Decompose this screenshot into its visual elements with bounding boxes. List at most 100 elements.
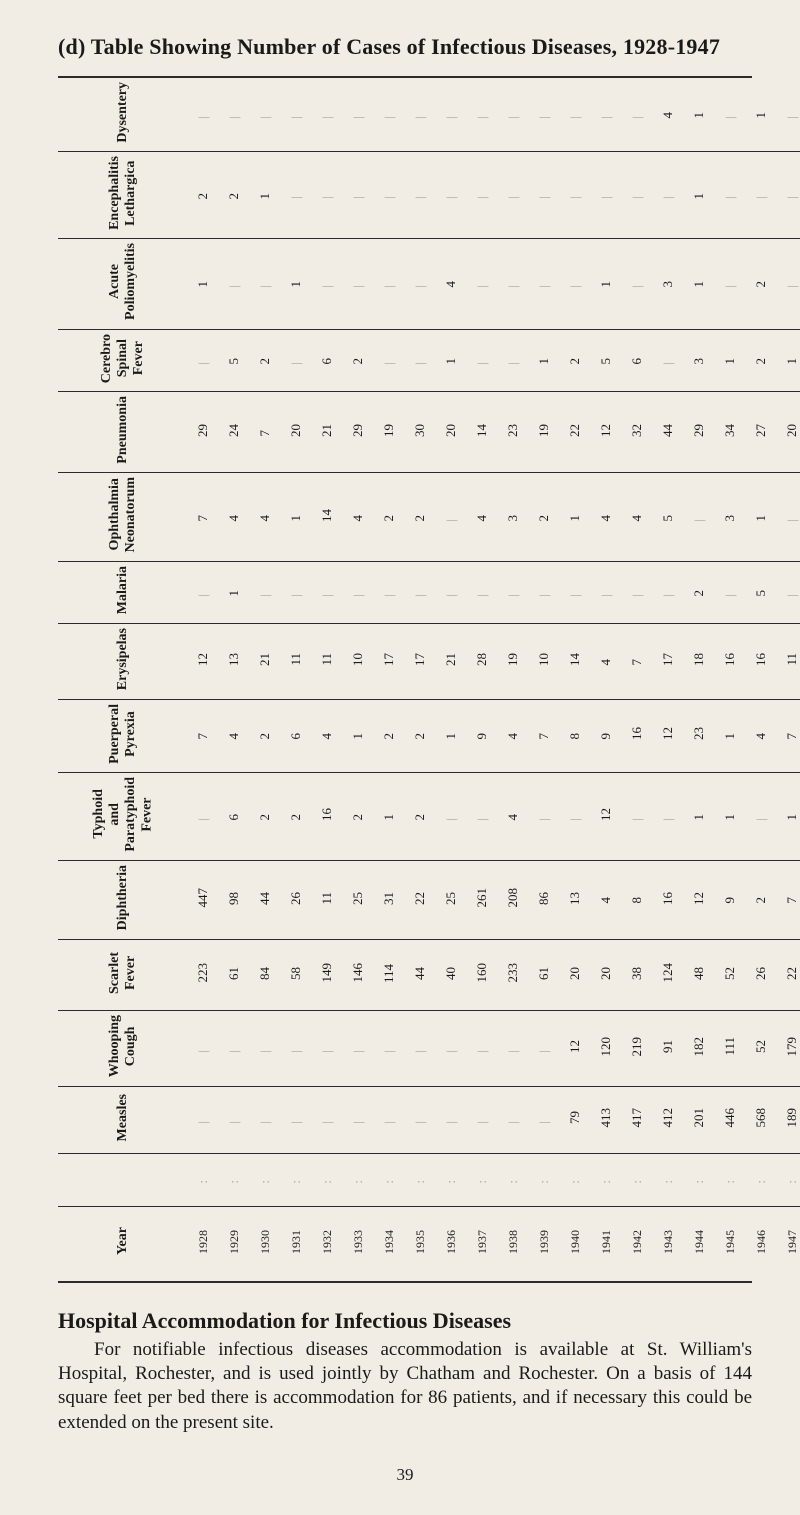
- year-cell: 1931: [281, 1206, 312, 1281]
- table-cell: 417: [622, 1086, 653, 1153]
- table-cell: |: [498, 1010, 529, 1086]
- table-cell: 61: [219, 939, 250, 1010]
- table-cell: 1: [436, 329, 467, 392]
- table-cell: 16: [715, 623, 746, 699]
- table-cell: |: [498, 329, 529, 392]
- table-cell: |: [498, 152, 529, 239]
- table-cell: |: [374, 239, 405, 329]
- table-cell: 124: [653, 939, 684, 1010]
- table-cell: 4: [343, 473, 374, 562]
- table-cell: 20: [281, 392, 312, 473]
- table-body: Dysentery|||||||||||||||41|1|Encephaliti…: [58, 78, 800, 1281]
- table-cell: 146: [343, 939, 374, 1010]
- cases-table: Dysentery|||||||||||||||41|1|Encephaliti…: [58, 78, 800, 1281]
- table-cell: 11: [281, 623, 312, 699]
- year-cell: 1928: [188, 1206, 219, 1281]
- table-cell: 219: [622, 1010, 653, 1086]
- table-cell: 7: [777, 860, 800, 939]
- table-cell: 12: [684, 860, 715, 939]
- table-cell: 2: [374, 473, 405, 562]
- year-cell: 1935: [405, 1206, 436, 1281]
- table-cell: |: [343, 1010, 374, 1086]
- table-cell: |: [529, 562, 560, 624]
- table-cell: 2: [219, 152, 250, 239]
- table-cell: 4: [498, 772, 529, 860]
- table-cell: |: [777, 152, 800, 239]
- table-cell: 5: [219, 329, 250, 392]
- table-cell: |: [188, 1086, 219, 1153]
- table-cell: |: [560, 239, 591, 329]
- table-cell: |: [312, 1010, 343, 1086]
- table-cell: 22: [777, 939, 800, 1010]
- table-cell: 1: [281, 239, 312, 329]
- year-cell: 1940: [560, 1206, 591, 1281]
- table-cell: 4: [746, 699, 777, 772]
- table-cell: 111: [715, 1010, 746, 1086]
- table-cell: 1: [529, 329, 560, 392]
- table-cell: 1: [746, 78, 777, 152]
- table-cell: |: [405, 239, 436, 329]
- row-header: Encephalitis Lethargica: [58, 152, 188, 239]
- table-cell: 44: [653, 392, 684, 473]
- table-container: Dysentery|||||||||||||||41|1|Encephaliti…: [58, 76, 752, 1283]
- table-cell: 7: [622, 623, 653, 699]
- table-cell: |: [188, 562, 219, 624]
- table-cell: 1: [374, 772, 405, 860]
- table-row: Dysentery|||||||||||||||41|1|: [58, 78, 800, 152]
- table-cell: |: [281, 562, 312, 624]
- table-cell: 20: [436, 392, 467, 473]
- table-cell: 5: [653, 473, 684, 562]
- table-cell: |: [374, 1086, 405, 1153]
- table-cell: 16: [746, 623, 777, 699]
- table-cell: 413: [591, 1086, 622, 1153]
- table-cell: |: [560, 78, 591, 152]
- table-cell: 24: [219, 392, 250, 473]
- table-cell: 2: [529, 473, 560, 562]
- table-cell: |: [188, 329, 219, 392]
- table-cell: 52: [715, 939, 746, 1010]
- row-header: Dysentery: [58, 78, 188, 152]
- table-cell: 34: [715, 392, 746, 473]
- page: (d) Table Showing Number of Cases of Inf…: [0, 0, 800, 1515]
- table-cell: |: [436, 1010, 467, 1086]
- table-cell: 1: [560, 473, 591, 562]
- table-cell: 4: [312, 699, 343, 772]
- table-cell: |: [436, 152, 467, 239]
- table-cell: |: [436, 772, 467, 860]
- table-cell: |: [715, 152, 746, 239]
- table-cell: 2: [250, 772, 281, 860]
- table-cell: |: [467, 239, 498, 329]
- table-cell: |: [467, 78, 498, 152]
- table-cell: |: [436, 473, 467, 562]
- table-cell: |: [281, 152, 312, 239]
- table-cell: 1: [591, 239, 622, 329]
- table-cell: 8: [560, 699, 591, 772]
- table-cell: 12: [560, 1010, 591, 1086]
- table-cell: |: [498, 78, 529, 152]
- table-cell: |: [250, 78, 281, 152]
- table-cell: 19: [374, 392, 405, 473]
- table-cell: |: [684, 473, 715, 562]
- table-cell: |: [777, 239, 800, 329]
- year-cell: 1929: [219, 1206, 250, 1281]
- table-cell: 26: [281, 860, 312, 939]
- table-cell: 12: [653, 699, 684, 772]
- table-cell: 4: [467, 473, 498, 562]
- table-cell: 1: [684, 239, 715, 329]
- table-cell: 4: [219, 699, 250, 772]
- table-cell: 4: [219, 473, 250, 562]
- row-header: Acute Poliomyelitis: [58, 239, 188, 329]
- table-cell: |: [281, 1086, 312, 1153]
- table-cell: 7: [188, 473, 219, 562]
- table-cell: 5: [591, 329, 622, 392]
- table-cell: |: [560, 152, 591, 239]
- table-cell: |: [374, 78, 405, 152]
- table-cell: 29: [684, 392, 715, 473]
- table-cell: 1: [715, 772, 746, 860]
- table-cell: |: [250, 1086, 281, 1153]
- table-cell: |: [250, 1010, 281, 1086]
- table-cell: 11: [312, 860, 343, 939]
- table-cell: |: [436, 562, 467, 624]
- table-cell: |: [343, 239, 374, 329]
- table-cell: 2: [684, 562, 715, 624]
